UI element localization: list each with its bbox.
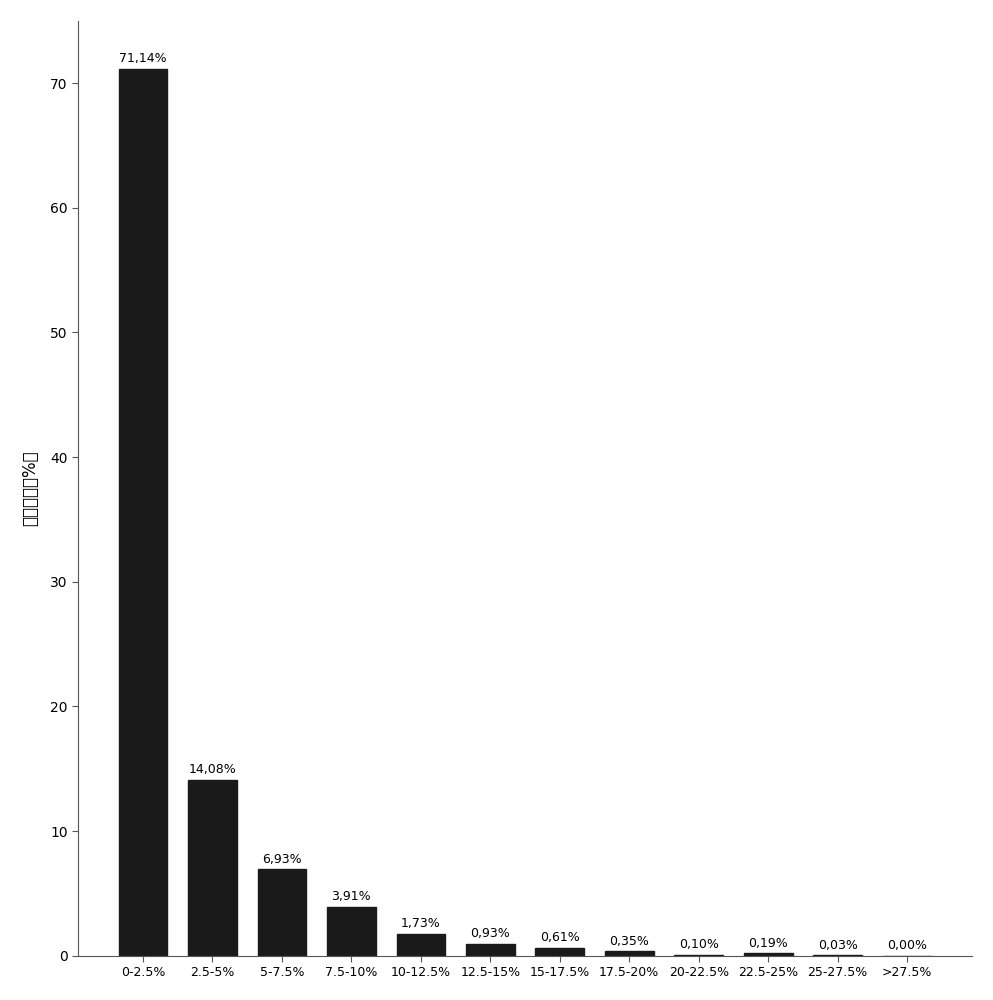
- Bar: [744, 953, 792, 956]
- Text: 0,93%: 0,93%: [471, 927, 510, 940]
- Y-axis label: 比例分布（%）: 比例分布（%）: [21, 450, 39, 526]
- Text: 0,35%: 0,35%: [610, 935, 649, 948]
- Text: 3,91%: 3,91%: [332, 890, 371, 903]
- Bar: [327, 907, 375, 956]
- Bar: [674, 955, 723, 956]
- Text: 6,93%: 6,93%: [262, 853, 302, 866]
- Text: 0,10%: 0,10%: [679, 938, 719, 951]
- Text: 0,19%: 0,19%: [749, 937, 788, 950]
- Text: 1,73%: 1,73%: [401, 917, 441, 930]
- Text: 0,61%: 0,61%: [540, 931, 580, 944]
- Text: 0,00%: 0,00%: [887, 939, 927, 952]
- Bar: [188, 780, 236, 956]
- Bar: [396, 934, 445, 956]
- Bar: [466, 944, 514, 956]
- Bar: [605, 951, 653, 956]
- Text: 71,14%: 71,14%: [119, 52, 167, 65]
- Text: 14,08%: 14,08%: [189, 763, 236, 776]
- Bar: [118, 69, 167, 956]
- Text: 0,03%: 0,03%: [818, 939, 858, 952]
- Bar: [535, 948, 584, 956]
- Bar: [257, 869, 306, 956]
